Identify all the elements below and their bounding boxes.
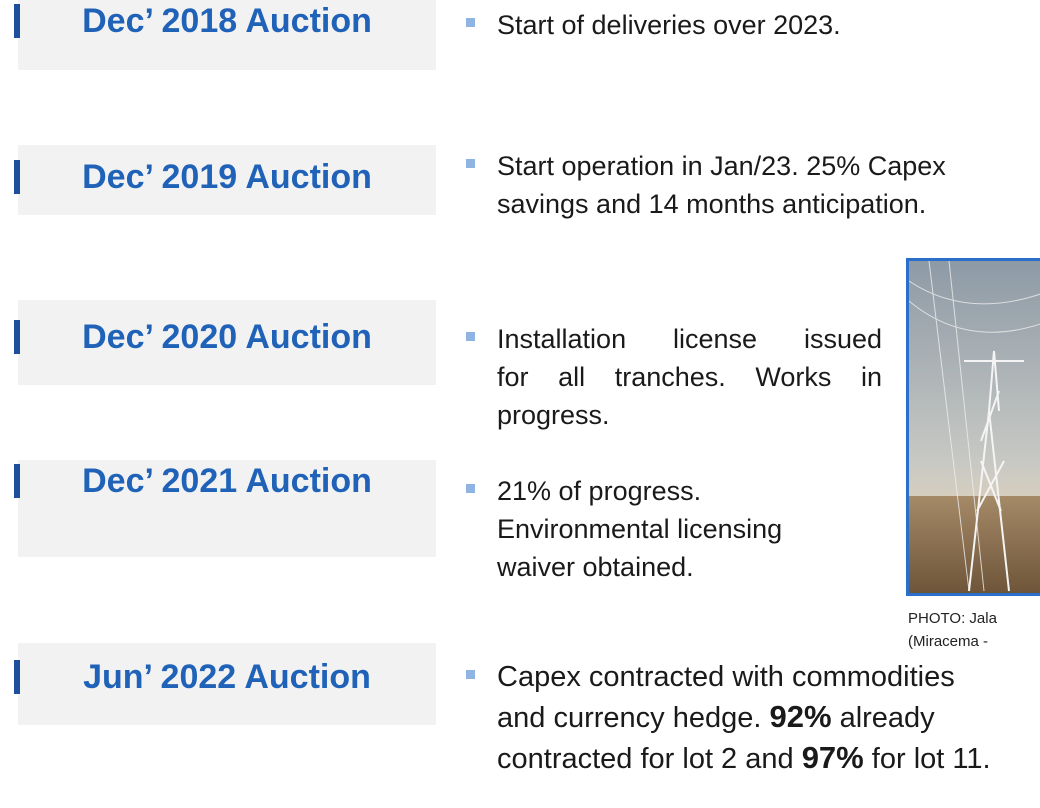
text-line: contracted for lot 2 and 97% for lot 11. — [497, 738, 991, 779]
label-box: Jun’ 2022 Auction — [18, 643, 436, 725]
bullet-text: Installation license issued for all tranc… — [497, 320, 882, 434]
text-span: Start operation in Jan/23. 25% Capex — [497, 151, 946, 181]
text-line: Installation license issued — [497, 320, 882, 358]
label-box: Dec’ 2018 Auction — [18, 0, 436, 70]
bullet-text: Start operation in Jan/23. 25% Capex savi… — [497, 147, 946, 223]
text-span: waiver obtained. — [497, 552, 694, 582]
bullet — [466, 18, 475, 27]
text-line: Start of deliveries over 2023. — [497, 6, 841, 44]
photo-caption: PHOTO: Jala — [908, 610, 997, 627]
photo-caption: (Miracema - — [908, 633, 989, 650]
auction-label: Jun’ 2022 Auction — [83, 658, 371, 696]
text-line: 21% of progress. — [497, 472, 782, 510]
accent-bar — [14, 160, 20, 194]
accent-bar — [14, 660, 20, 694]
text-line: Start operation in Jan/23. 25% Capex — [497, 147, 946, 185]
highlight: 97% — [801, 740, 864, 775]
highlight: 92% — [769, 699, 832, 734]
text-line: savings and 14 months anticipation. — [497, 185, 946, 223]
text-span: Environmental licensing — [497, 514, 783, 544]
text-span: 21% of progress. — [497, 476, 702, 506]
accent-bar — [14, 320, 20, 354]
text-line: progress. — [497, 396, 882, 434]
photo-image — [909, 261, 1040, 593]
text-line: Environmental licensing — [497, 510, 782, 548]
label-box: Dec’ 2020 Auction — [18, 300, 436, 385]
text-span: for all tranches. Works in — [497, 362, 882, 392]
text-span: Capex contracted with commodities — [497, 661, 955, 693]
text-line: and currency hedge. 92% already — [497, 697, 991, 738]
accent-bar — [14, 464, 20, 498]
label-box: Dec’ 2019 Auction — [18, 145, 436, 215]
text-span: savings and 14 months anticipation. — [497, 189, 927, 219]
text-span: and currency hedge. — [497, 702, 770, 734]
text-span: Installation license issued — [497, 324, 882, 354]
bullet — [466, 484, 475, 493]
text-line: for all tranches. Works in — [497, 358, 882, 396]
text-span: already — [831, 702, 935, 734]
bullet — [466, 159, 475, 168]
text-line: Capex contracted with commodities — [497, 658, 991, 697]
text-span: for lot 11. — [863, 743, 991, 775]
text-line: waiver obtained. — [497, 548, 782, 586]
photo — [906, 258, 1040, 596]
bullet — [466, 332, 475, 341]
text-span: progress. — [497, 400, 610, 430]
bullet — [466, 670, 475, 679]
label-box: Dec’ 2021 Auction — [18, 460, 436, 557]
text-span: Start of deliveries over 2023. — [497, 10, 841, 40]
auction-label: Dec’ 2018 Auction — [82, 2, 372, 40]
bullet-text: Capex contracted with commodities and cur… — [497, 658, 991, 779]
bullet-text: 21% of progress. Environmental licensing w… — [497, 472, 782, 586]
auction-label: Dec’ 2020 Auction — [82, 318, 372, 356]
accent-bar — [14, 4, 20, 38]
text-span: contracted for lot 2 and — [497, 743, 802, 775]
auction-label: Dec’ 2019 Auction — [82, 158, 372, 196]
auction-label: Dec’ 2021 Auction — [82, 462, 372, 500]
bullet-text: Start of deliveries over 2023. — [497, 6, 841, 44]
